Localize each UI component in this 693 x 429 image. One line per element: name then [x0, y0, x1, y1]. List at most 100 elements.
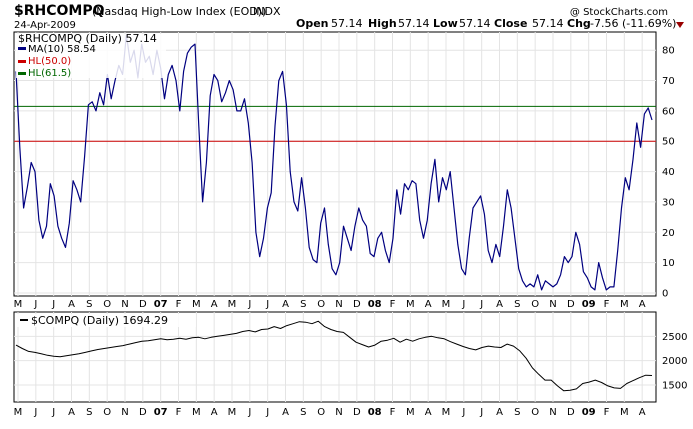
- close-value: 57.14: [532, 17, 564, 30]
- compq-legend-swatch: [20, 319, 28, 321]
- month-tick-label: A: [639, 299, 646, 310]
- hl50-legend-swatch: [18, 60, 26, 63]
- open-label: Open: [296, 17, 329, 30]
- month-tick-label: S: [300, 407, 306, 418]
- high-value: 57.14: [398, 17, 430, 30]
- y-tick-label: 0: [662, 288, 668, 299]
- y-tick-label: 2500: [662, 332, 687, 343]
- chg-label: Chg: [567, 17, 591, 30]
- month-tick-label: J: [479, 407, 483, 418]
- y-tick-label: 2000: [662, 356, 687, 367]
- upper-panel-title: $RHCOMPQ (Daily) 57.14: [18, 32, 157, 45]
- month-tick-label: M: [620, 299, 629, 310]
- exchange: INDX: [253, 5, 281, 18]
- close-label: Close: [494, 17, 527, 30]
- chg-value: -7.56 (-11.69%): [590, 17, 676, 30]
- month-tick-label: F: [390, 299, 396, 310]
- month-tick-label: D: [567, 407, 575, 418]
- month-tick-label: O: [103, 299, 111, 310]
- month-tick-label: O: [531, 299, 539, 310]
- month-tick-label: A: [639, 407, 646, 418]
- month-tick-label: F: [604, 407, 610, 418]
- y-tick-label: 60: [662, 106, 675, 117]
- month-tick-label: O: [317, 407, 325, 418]
- y-tick-label: 70: [662, 76, 675, 87]
- month-tick-label: N: [335, 407, 342, 418]
- hl615-legend-label: HL(61.5): [28, 68, 71, 79]
- month-tick-label: D: [139, 407, 147, 418]
- y-tick-label: 20: [662, 228, 675, 239]
- month-tick-label: A: [68, 299, 75, 310]
- watermark[interactable]: @ StockCharts.com: [570, 7, 668, 18]
- month-tick-label: D: [139, 299, 147, 310]
- month-tick-label: 08: [368, 407, 382, 418]
- hl615-legend-swatch: [18, 72, 26, 75]
- upper-legend: $RHCOMPQ (Daily) 57.14 MA(10) 58.54 HL(5…: [16, 32, 166, 79]
- open-value: 57.14: [331, 17, 363, 30]
- description: (Nasdaq High-Low Index (EOD)): [92, 5, 266, 18]
- month-tick-label: M: [442, 407, 451, 418]
- month-tick-label: N: [335, 299, 342, 310]
- month-tick-label: 09: [582, 407, 596, 418]
- low-label: Low: [433, 17, 458, 30]
- month-tick-label: J: [33, 407, 37, 418]
- month-tick-label: A: [496, 299, 503, 310]
- y-tick-label: 50: [662, 137, 675, 148]
- month-tick-label: N: [121, 407, 128, 418]
- month-tick-label: N: [549, 407, 556, 418]
- month-tick-label: J: [479, 299, 483, 310]
- month-tick-label: S: [300, 299, 306, 310]
- month-tick-label: F: [176, 407, 182, 418]
- month-tick-label: S: [514, 407, 520, 418]
- month-tick-label: M: [406, 407, 415, 418]
- month-tick-label: F: [390, 407, 396, 418]
- lower-panel-title: $COMPQ (Daily) 1694.29: [31, 314, 168, 327]
- month-tick-label: M: [442, 299, 451, 310]
- lower-month-axis: M J J A S O N D 07 F M A M J J A S O N D 08 F M A M J J A S O N D 09 F M A: [14, 407, 646, 418]
- month-tick-label: J: [51, 407, 55, 418]
- month-tick-label: M: [14, 299, 23, 310]
- hl50-legend-label: HL(50.0): [28, 56, 71, 67]
- month-tick-label: J: [247, 407, 251, 418]
- lower-grid: [14, 312, 656, 402]
- ohlc-readout: Open 57.14 High 57.14 Low 57.14 Close 57…: [296, 17, 684, 30]
- month-tick-label: O: [317, 299, 325, 310]
- month-tick-label: J: [33, 299, 37, 310]
- month-tick-label: A: [282, 407, 289, 418]
- symbol: $RHCOMPQ: [14, 3, 105, 19]
- month-tick-label: J: [461, 299, 465, 310]
- month-tick-label: A: [496, 407, 503, 418]
- month-tick-label: A: [425, 407, 432, 418]
- month-tick-label: A: [425, 299, 432, 310]
- month-tick-label: J: [265, 407, 269, 418]
- month-tick-label: O: [531, 407, 539, 418]
- month-tick-label: O: [103, 407, 111, 418]
- month-tick-label: J: [51, 299, 55, 310]
- month-tick-label: N: [121, 299, 128, 310]
- month-tick-label: J: [247, 299, 251, 310]
- month-tick-label: M: [192, 299, 201, 310]
- month-tick-label: 07: [154, 407, 168, 418]
- lower-y-ticks: 1500 2000 2500: [662, 332, 687, 392]
- upper-panel: 0 10 20 30 40 50 60 70 80 $RHCOMPQ (Daily) 57.14…: [13, 31, 675, 299]
- y-tick-label: 80: [662, 46, 675, 57]
- month-tick-label: A: [68, 407, 75, 418]
- ma-legend-swatch: [18, 47, 26, 50]
- month-tick-label: M: [406, 299, 415, 310]
- month-tick-label: M: [620, 407, 629, 418]
- month-tick-label: A: [282, 299, 289, 310]
- month-tick-label: J: [265, 299, 269, 310]
- month-tick-label: M: [228, 407, 237, 418]
- ma-legend-label: MA(10) 58.54: [28, 44, 96, 55]
- high-label: High: [368, 17, 397, 30]
- month-tick-label: M: [192, 407, 201, 418]
- month-tick-label: S: [86, 299, 92, 310]
- low-value: 57.14: [459, 17, 491, 30]
- y-tick-label: 10: [662, 258, 675, 269]
- month-tick-label: M: [14, 407, 23, 418]
- y-tick-label: 1500: [662, 380, 687, 391]
- month-tick-label: D: [567, 299, 575, 310]
- month-tick-label: J: [461, 407, 465, 418]
- compq-series-line: [15, 320, 653, 392]
